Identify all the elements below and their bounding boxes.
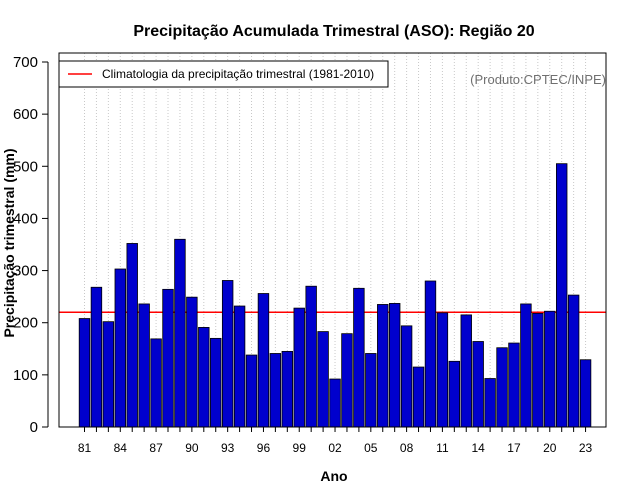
x-tick-label: 20 [543,441,557,455]
bar-2015 [484,378,496,428]
bar-1996 [257,293,270,428]
bar-2010 [424,280,437,428]
bar-1984 [114,268,126,428]
y-axis-label: Precipitação trimestral (mm) [1,148,17,337]
x-tick-label: 99 [293,441,307,455]
bar-2006 [377,304,389,428]
bar-1989 [174,238,186,428]
legend-box [58,60,389,88]
y-tick-label: 0 [30,419,38,436]
legend: Climatologia da precipitação trimestral … [58,60,389,88]
bar-1981 [78,318,91,428]
bar-1998 [281,350,294,428]
y-tick-label: 300 [13,263,38,280]
y-axis: 0 100 200 300 400 500 600 700 [13,54,49,436]
x-tick-label: 08 [400,441,414,455]
x-axis: 81 84 87 90 93 96 99 02 05 08 11 14 17 20 23 [78,426,593,455]
x-tick-label: 90 [185,441,199,455]
bar-2011 [436,312,449,428]
chart-title: Precipitação Acumulada Trimestral (ASO):… [133,23,534,40]
bar-1995 [245,354,258,428]
x-tick-label: 14 [472,441,486,455]
bar-1990 [186,296,198,428]
bar-1986 [138,303,150,428]
x-tick-label: 02 [328,441,342,455]
bar-2018 [520,303,532,428]
product-credit: (Produto:CPTEC/INPE) [470,72,606,87]
bar-2001 [317,331,329,428]
bar-1997 [269,353,282,428]
bar-1983 [102,321,115,428]
bar-2023 [579,359,592,428]
bar-2013 [460,314,472,428]
bar-2007 [388,303,401,428]
x-tick-label: 87 [149,441,163,455]
bar-2004 [353,287,365,428]
bar-2019 [532,312,544,428]
bar-2016 [496,347,508,428]
bar-1985 [126,243,138,428]
bar-2003 [341,333,353,428]
bar-2008 [400,325,413,428]
bar-2009 [412,366,425,428]
bar-1993 [221,280,234,428]
y-tick-label: 400 [13,210,38,227]
x-tick-label: 84 [114,441,128,455]
bar-2021 [556,163,568,428]
legend-label: Climatologia da precipitação trimestral … [102,67,374,81]
bar-1982 [90,286,103,428]
y-tick-label: 600 [13,106,38,123]
x-tick-label: 81 [78,441,92,455]
bar-2005 [365,353,377,428]
bar-1987 [150,338,162,428]
bar-2014 [472,341,484,428]
bar-1994 [233,305,246,428]
x-tick-label: 23 [579,441,593,455]
bar-2017 [508,342,520,428]
bar-2002 [329,378,341,428]
y-tick-label: 500 [13,158,38,175]
bar-1999 [293,307,305,428]
bar-1991 [198,327,210,428]
x-tick-label: 05 [364,441,378,455]
bar-1992 [210,337,222,428]
bar-2022 [567,294,580,428]
bar-2000 [305,285,317,428]
bar-2020 [544,310,556,428]
x-tick-label: 96 [257,441,271,455]
y-tick-label: 100 [13,367,38,384]
bars [78,163,592,428]
bar-2012 [448,360,461,428]
bar-1988 [162,288,174,428]
x-tick-label: 93 [221,441,235,455]
x-tick-label: 11 [436,441,449,455]
y-tick-label: 200 [13,315,38,332]
y-tick-label: 700 [13,54,38,71]
x-tick-label: 17 [507,441,521,455]
x-axis-label: Ano [320,468,347,484]
